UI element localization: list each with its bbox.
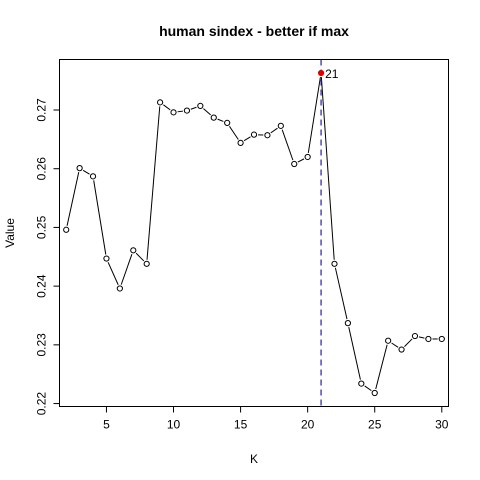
y-tick-label: 0.22: [35, 392, 49, 416]
data-point: [197, 102, 204, 109]
series-segment: [307, 76, 321, 153]
series-segment: [190, 106, 197, 110]
data-point: [344, 320, 351, 327]
data-point: [398, 346, 405, 353]
x-tick-label: 25: [368, 418, 382, 432]
data-point: [264, 132, 271, 139]
data-point: [371, 389, 378, 397]
series-segment: [391, 342, 399, 348]
data-point: [385, 337, 392, 344]
y-tick-label: 0.25: [35, 215, 49, 239]
series-segment: [163, 104, 171, 111]
data-point: [411, 332, 419, 340]
series-segment: [404, 338, 413, 347]
y-tick-label: 0.26: [35, 157, 49, 181]
series-segment: [281, 129, 294, 161]
series-segment: [297, 158, 305, 163]
series-segment: [229, 126, 239, 140]
data-point: [331, 260, 338, 267]
data-point: [250, 131, 258, 138]
data-point: [210, 114, 217, 121]
series-segment: [93, 180, 107, 255]
x-tick-label: 30: [435, 418, 449, 432]
x-tick-label: 20: [301, 418, 315, 432]
x-tick-label: 5: [103, 418, 110, 432]
series-segment: [334, 267, 348, 320]
highlight-label: 21: [325, 67, 339, 81]
data-point: [277, 122, 284, 129]
series-segment: [203, 108, 212, 116]
series-segment: [135, 252, 145, 262]
data-point: [224, 119, 231, 127]
data-point: [304, 153, 311, 161]
series-segment: [348, 327, 361, 380]
data-point: [237, 139, 244, 146]
series-segment: [270, 127, 278, 134]
data-point: [183, 107, 191, 114]
highlight-point: [317, 69, 325, 77]
series-segment: [243, 136, 251, 142]
data-point: [438, 335, 445, 343]
series-segment: [107, 262, 119, 285]
series-segment: [364, 385, 372, 392]
series-segment: [375, 344, 388, 390]
y-tick-label: 0.23: [35, 333, 49, 357]
y-tick-label: 0.27: [35, 98, 49, 122]
data-point: [143, 260, 150, 267]
data-point: [170, 109, 177, 116]
data-point: [116, 285, 123, 292]
x-tick-label: 15: [234, 418, 248, 432]
data-point: [63, 226, 70, 233]
series-segment: [177, 110, 183, 113]
data-point: [130, 247, 137, 254]
y-axis: 0.22 0.23 0.24 0.25 0.26 0.27: [35, 98, 60, 415]
data-point: [358, 380, 365, 387]
series-segment: [320, 77, 335, 260]
x-tick-label: 10: [167, 418, 181, 432]
data-point: [425, 335, 432, 343]
y-tick-label: 0.24: [35, 274, 49, 298]
series-segment: [66, 172, 80, 226]
x-axis: 5 10 15 20 25 30: [103, 406, 449, 432]
series-segment: [120, 254, 133, 285]
series-segment: [82, 169, 90, 175]
series-segment: [217, 118, 224, 122]
data-point: [89, 173, 97, 180]
series-segment: [418, 336, 425, 339]
series-segment: [146, 106, 161, 260]
chart-title: human sindex - better if max: [159, 23, 349, 39]
data-point: [103, 255, 110, 262]
y-axis-label: Value: [3, 218, 17, 248]
plot-layer: 21: [63, 59, 445, 407]
data-point: [157, 99, 164, 106]
x-axis-label: K: [250, 452, 258, 466]
data-point: [76, 165, 83, 172]
data-point: [291, 160, 298, 168]
